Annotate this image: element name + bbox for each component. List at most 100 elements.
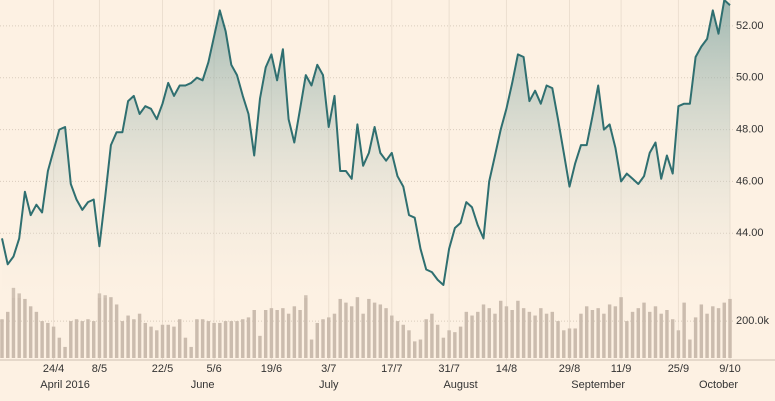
x-tick-label: 3/7 <box>321 363 336 375</box>
volume-bar <box>630 311 635 358</box>
volume-bar <box>659 313 663 358</box>
volume-bar <box>327 317 331 358</box>
volume-bar <box>596 308 600 358</box>
volume-bar <box>458 326 463 358</box>
volume-bar <box>682 302 686 358</box>
volume-bar <box>166 324 170 358</box>
x-tick-label: 8/5 <box>92 363 107 375</box>
volume-bar <box>716 308 721 358</box>
volume-bar <box>464 311 469 358</box>
volume-bar <box>498 300 503 358</box>
volume-bar <box>607 304 612 358</box>
volume-bar <box>183 337 188 358</box>
volume-bar <box>114 304 119 358</box>
y-tick-label: 44.00 <box>736 227 764 239</box>
volume-bar <box>344 302 348 358</box>
volume-bar <box>177 319 182 358</box>
x-tick-label: 11/9 <box>611 363 632 375</box>
volume-bar <box>430 313 434 358</box>
volume-bar <box>705 313 709 358</box>
volume-bar <box>57 337 62 358</box>
month-label: June <box>191 379 215 391</box>
y-tick-label: 48.00 <box>736 123 764 135</box>
x-tick-label: 22/5 <box>152 363 173 375</box>
volume-bar <box>338 298 342 358</box>
volume-bar <box>155 330 159 358</box>
volume-bar <box>11 287 16 358</box>
x-tick-label: 29/8 <box>559 363 580 375</box>
volume-bar <box>636 308 641 358</box>
volume-bar <box>544 313 549 358</box>
volume-bar <box>304 295 308 358</box>
volume-bar <box>579 313 583 358</box>
volume-bar <box>120 321 125 358</box>
month-label: September <box>571 379 625 391</box>
volume-bar <box>91 321 96 358</box>
volume-bar <box>355 297 360 358</box>
volume-bar <box>648 311 652 358</box>
volume-bar <box>642 302 646 358</box>
price-line <box>1 0 731 286</box>
volume-bar <box>361 313 365 358</box>
volume-bar <box>384 308 388 358</box>
x-tick-label: 5/6 <box>206 363 221 375</box>
volume-bar <box>413 341 417 358</box>
volume-bar <box>521 308 526 358</box>
volume-bar <box>63 346 67 358</box>
volume-bar <box>481 304 486 358</box>
y-tick-label: 46.00 <box>736 175 764 187</box>
volume-bar <box>562 330 566 358</box>
month-label: October <box>699 379 738 391</box>
volume-bar <box>349 306 354 358</box>
volume-bar <box>218 322 222 358</box>
volume-bar <box>281 308 285 358</box>
volume-bar <box>103 295 107 358</box>
volume-bar <box>229 321 234 358</box>
volume-bar <box>332 313 337 358</box>
volume-bar <box>74 319 79 358</box>
volume-bar <box>670 319 675 358</box>
volume-bar <box>252 310 256 358</box>
y-tick-label: 50.00 <box>736 72 764 84</box>
price-area <box>2 0 730 298</box>
x-tick-label: 9/10 <box>719 363 740 375</box>
volume-bar <box>590 310 595 358</box>
volume-bar <box>441 337 446 358</box>
volume-bar <box>315 322 319 358</box>
volume-bar <box>711 306 715 358</box>
volume-bar <box>246 317 251 358</box>
volume-bar <box>378 304 383 358</box>
volume-bar <box>86 319 90 358</box>
volume-bar <box>418 339 423 358</box>
volume-bar <box>132 319 136 358</box>
volume-bar <box>493 313 497 358</box>
volume-bar <box>195 319 199 358</box>
volume-bar <box>527 311 532 358</box>
volume-bar <box>665 310 669 358</box>
volume-bar <box>292 306 297 358</box>
volume-bar <box>126 315 130 358</box>
volume-bar <box>435 324 440 358</box>
volume-bar <box>688 339 692 358</box>
volume-bar <box>206 321 211 358</box>
y-tick-label: 52.00 <box>736 20 764 32</box>
volume-bar <box>401 324 405 358</box>
month-label: July <box>319 379 339 391</box>
volume-bar <box>653 306 658 358</box>
volume-bar <box>321 319 325 358</box>
volume-bar <box>46 322 50 358</box>
volume-bar <box>470 315 474 358</box>
volume-bar <box>516 300 520 358</box>
volume-bar <box>137 313 142 358</box>
volume-bar <box>40 321 44 358</box>
volume-bar <box>407 330 411 358</box>
volume-bar <box>172 326 176 358</box>
volume-bar <box>97 293 102 358</box>
volume-bar <box>258 335 262 358</box>
month-label: April 2016 <box>40 379 90 391</box>
volume-bar <box>722 302 726 358</box>
volume-bar <box>80 321 84 358</box>
volume-bar <box>298 310 302 358</box>
volume-bar <box>510 310 514 358</box>
volume-bar <box>69 321 73 358</box>
